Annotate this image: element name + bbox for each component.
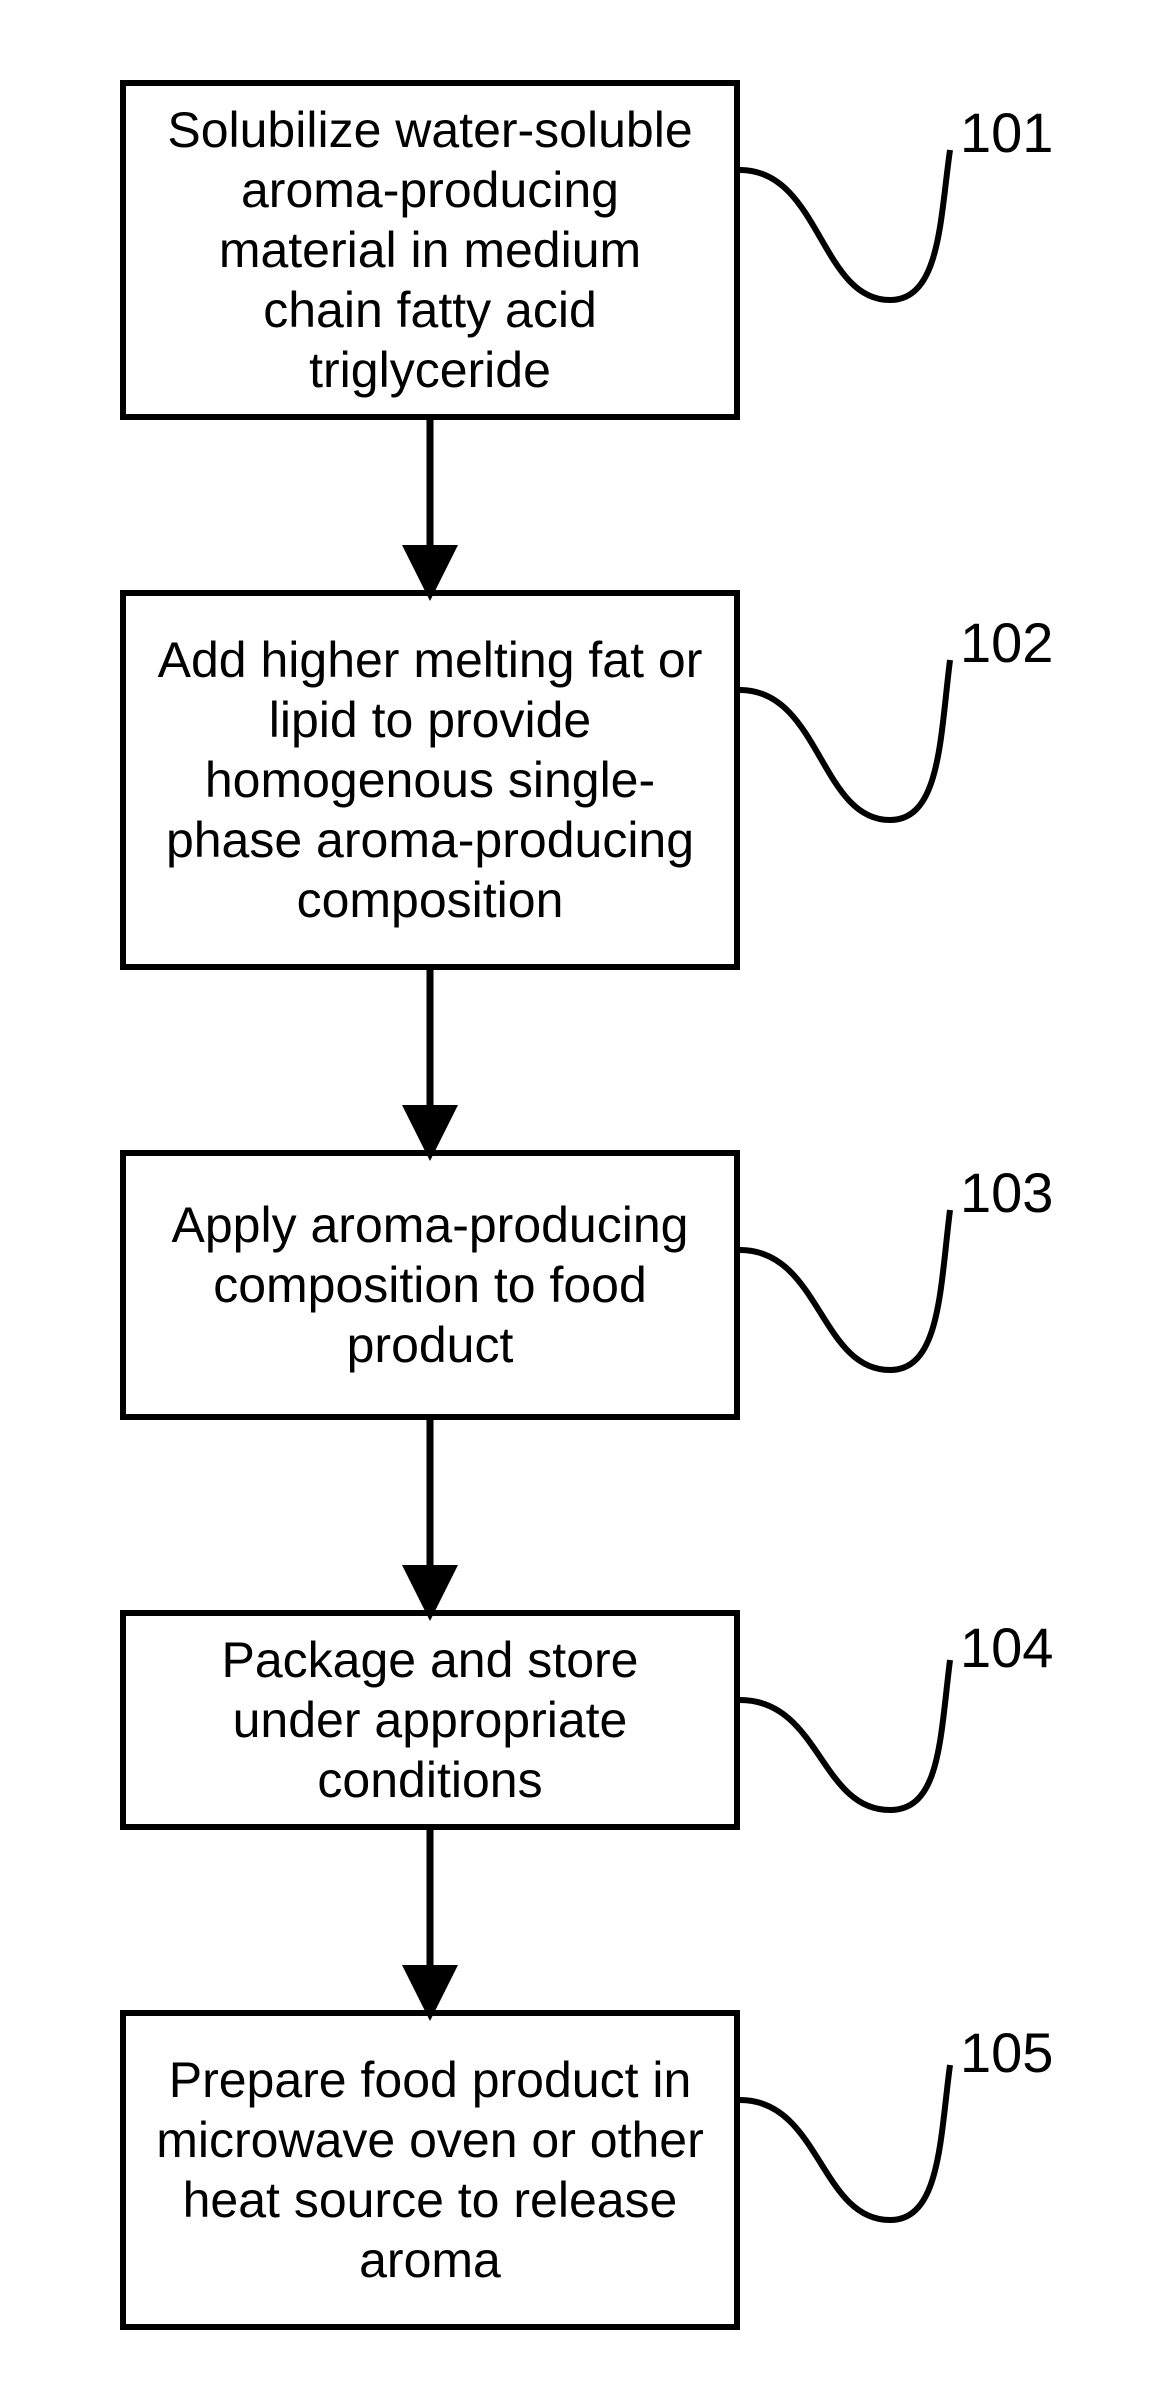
flow-step-104: Package and store under appropriate cond… (120, 1610, 740, 1830)
flow-step-text: Solubilize water-soluble aroma-producing… (156, 100, 704, 400)
flow-step-label: 104 (960, 1615, 1053, 1680)
flow-step-102: Add higher melting fat or lipid to provi… (120, 590, 740, 970)
flow-step-label: 101 (960, 100, 1053, 165)
flow-step-text: Package and store under appropriate cond… (156, 1630, 704, 1810)
flow-step-101: Solubilize water-soluble aroma-producing… (120, 80, 740, 420)
flow-step-105: Prepare food product in microwave oven o… (120, 2010, 740, 2330)
flowchart-canvas: Solubilize water-soluble aroma-producing… (0, 0, 1170, 2395)
flow-step-text: Add higher melting fat or lipid to provi… (156, 630, 704, 930)
flow-step-103: Apply aroma-producing composition to foo… (120, 1150, 740, 1420)
flow-step-label: 105 (960, 2020, 1053, 2085)
callout-curve (740, 2065, 950, 2220)
flow-step-text: Apply aroma-producing composition to foo… (156, 1195, 704, 1375)
callout-curve (740, 150, 950, 300)
callout-curve (740, 660, 950, 820)
flow-step-label: 102 (960, 610, 1053, 675)
callout-curve (740, 1660, 950, 1810)
flow-step-text: Prepare food product in microwave oven o… (156, 2050, 704, 2290)
callout-curve (740, 1210, 950, 1370)
flow-step-label: 103 (960, 1160, 1053, 1225)
